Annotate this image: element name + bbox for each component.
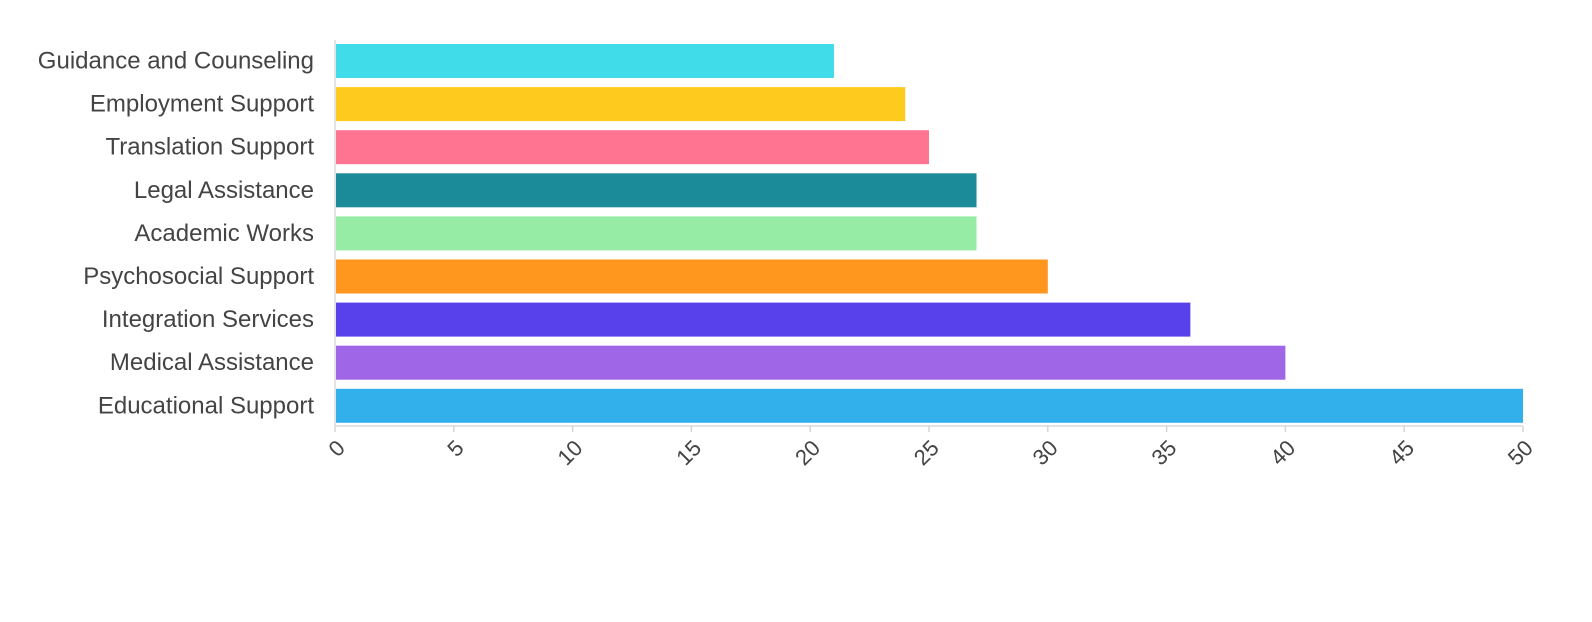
x-tick-label: 15 (671, 435, 706, 470)
category-label: Legal Assistance (134, 177, 314, 204)
bars-layer (335, 44, 1523, 423)
category-label: Translation Support (105, 134, 314, 161)
category-label: Guidance and Counseling (38, 48, 314, 75)
x-tick-label: 40 (1265, 435, 1300, 470)
category-labels: Guidance and Counseling Employment Suppor… (38, 48, 315, 420)
bar-educational-support (335, 388, 1523, 423)
x-tick-label: 0 (324, 435, 350, 461)
x-tick-label: 20 (790, 435, 825, 470)
bar-translation-support (335, 130, 929, 165)
x-tick-label: 5 (442, 435, 468, 461)
bar-integration-services (335, 302, 1191, 337)
x-tick-label: 50 (1503, 435, 1538, 470)
bar-legal-assistance (335, 173, 977, 208)
x-tick-label: 10 (552, 435, 587, 470)
category-label: Employment Support (90, 91, 314, 118)
category-label: Integration Services (102, 306, 314, 333)
x-tick-label: 45 (1384, 435, 1419, 470)
category-label: Psychosocial Support (83, 263, 314, 290)
category-label: Academic Works (134, 220, 314, 247)
category-label: Medical Assistance (110, 349, 314, 376)
category-label: Educational Support (98, 392, 314, 419)
x-tick-label: 35 (1146, 435, 1181, 470)
bar-guidance-and-counseling (335, 44, 834, 78)
bar-medical-assistance (335, 345, 1286, 380)
bar-employment-support (335, 87, 906, 122)
x-tick-label: 30 (1028, 435, 1063, 470)
bar-psychosocial-support (335, 259, 1048, 294)
x-tick-label: 25 (909, 435, 944, 470)
bar-academic-works (335, 216, 977, 251)
